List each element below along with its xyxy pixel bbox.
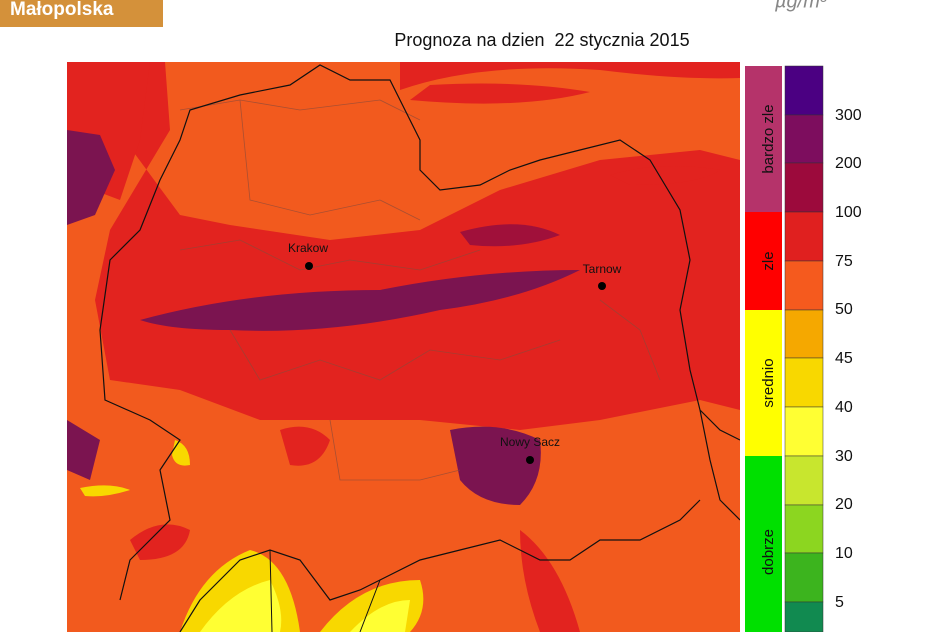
category-label: zle bbox=[760, 251, 777, 270]
legend-tick-label: 20 bbox=[835, 496, 853, 513]
category-label: srednio bbox=[760, 358, 777, 407]
city-dot bbox=[526, 456, 534, 464]
cities: Krakow Tarnow Nowy Sacz bbox=[288, 241, 622, 464]
legend-tick-label: 200 bbox=[835, 155, 862, 172]
legend: bardzo zle zle srednio dobrze 300 200 100 7… bbox=[745, 65, 862, 633]
category-band bbox=[745, 66, 782, 212]
category-label: dobrze bbox=[760, 529, 777, 575]
legend-tick-label: 5 bbox=[835, 594, 844, 611]
legend-tick-label: 75 bbox=[835, 253, 853, 270]
legend-tick-label: 10 bbox=[835, 545, 853, 562]
city-label: Tarnow bbox=[583, 262, 622, 276]
city-label: Nowy Sacz bbox=[500, 435, 560, 449]
category-band bbox=[745, 212, 782, 310]
legend-tick-label: 40 bbox=[835, 399, 853, 416]
legend-tick-label: 300 bbox=[835, 107, 862, 124]
legend-tick-label: 50 bbox=[835, 301, 853, 318]
legend-tick-label: 100 bbox=[835, 204, 862, 221]
category-band bbox=[745, 310, 782, 456]
logo: Małopolska bbox=[10, 0, 114, 20]
title: Prognoza na dzien 22 stycznia 2015 bbox=[394, 30, 689, 50]
legend-tick-label: 45 bbox=[835, 350, 853, 367]
category-band bbox=[745, 456, 782, 632]
map bbox=[67, 62, 740, 632]
legend-tick-label: 30 bbox=[835, 448, 853, 465]
city-dot bbox=[305, 262, 313, 270]
unit: µg/m³ bbox=[774, 0, 828, 12]
city-dot bbox=[598, 282, 606, 290]
category-label: bardzo zle bbox=[760, 104, 777, 173]
city-label: Krakow bbox=[288, 241, 328, 255]
logo-box bbox=[0, 0, 163, 27]
